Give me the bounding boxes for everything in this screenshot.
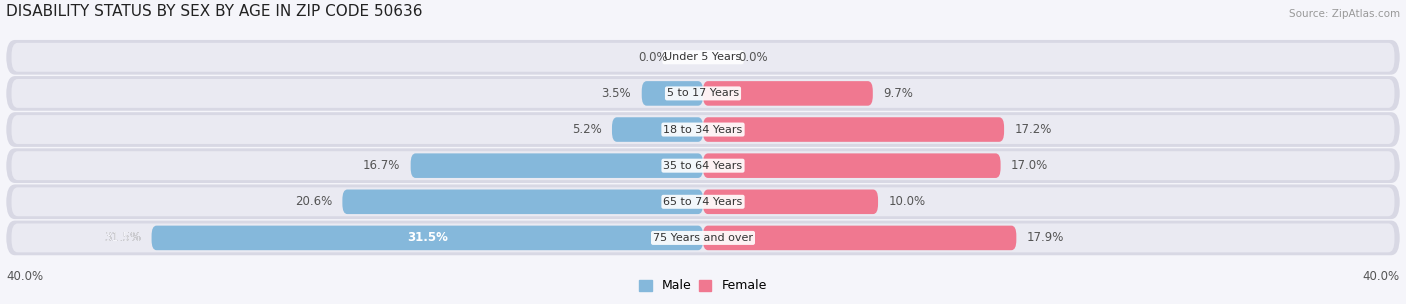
Text: 31.5%: 31.5% [104,231,141,244]
Text: 5 to 17 Years: 5 to 17 Years [666,88,740,98]
Text: Source: ZipAtlas.com: Source: ZipAtlas.com [1288,9,1400,19]
FancyBboxPatch shape [703,117,1004,142]
Text: 35 to 64 Years: 35 to 64 Years [664,161,742,171]
Text: 0.0%: 0.0% [638,51,668,64]
FancyBboxPatch shape [641,81,703,106]
FancyBboxPatch shape [703,81,873,106]
Text: 9.7%: 9.7% [883,87,912,100]
Text: 18 to 34 Years: 18 to 34 Years [664,125,742,135]
Legend: Male, Female: Male, Female [634,275,772,297]
FancyBboxPatch shape [11,223,1395,252]
Text: 17.9%: 17.9% [1026,231,1064,244]
Text: 10.0%: 10.0% [889,195,925,208]
Text: 5.2%: 5.2% [572,123,602,136]
FancyBboxPatch shape [6,185,1400,219]
Text: 31.5%: 31.5% [406,231,447,244]
FancyBboxPatch shape [11,79,1395,108]
FancyBboxPatch shape [11,151,1395,180]
Text: 16.7%: 16.7% [363,159,401,172]
FancyBboxPatch shape [6,112,1400,147]
FancyBboxPatch shape [703,189,879,214]
FancyBboxPatch shape [11,115,1395,144]
Text: 40.0%: 40.0% [6,270,44,283]
Text: 17.2%: 17.2% [1015,123,1052,136]
FancyBboxPatch shape [6,148,1400,183]
FancyBboxPatch shape [11,43,1395,72]
FancyBboxPatch shape [11,187,1395,216]
Text: 0.0%: 0.0% [738,51,768,64]
FancyBboxPatch shape [6,221,1400,255]
Text: 17.0%: 17.0% [1011,159,1049,172]
FancyBboxPatch shape [152,226,703,250]
FancyBboxPatch shape [6,40,1400,75]
Text: 31.5%: 31.5% [104,231,141,244]
FancyBboxPatch shape [6,76,1400,111]
Text: 40.0%: 40.0% [1362,270,1400,283]
Text: Under 5 Years: Under 5 Years [665,52,741,62]
Text: DISABILITY STATUS BY SEX BY AGE IN ZIP CODE 50636: DISABILITY STATUS BY SEX BY AGE IN ZIP C… [6,4,423,19]
Text: 75 Years and over: 75 Years and over [652,233,754,243]
Text: 20.6%: 20.6% [295,195,332,208]
FancyBboxPatch shape [343,189,703,214]
Text: 65 to 74 Years: 65 to 74 Years [664,197,742,207]
Text: 3.5%: 3.5% [602,87,631,100]
FancyBboxPatch shape [703,226,1017,250]
FancyBboxPatch shape [703,154,1001,178]
FancyBboxPatch shape [411,154,703,178]
FancyBboxPatch shape [612,117,703,142]
